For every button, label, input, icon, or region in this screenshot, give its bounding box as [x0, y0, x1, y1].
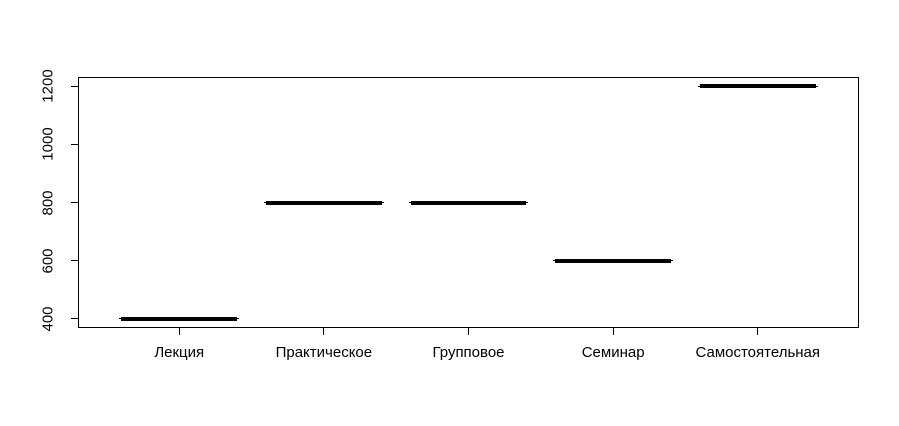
y-tick-label: 600	[39, 248, 57, 274]
y-tick-label: 1000	[39, 127, 57, 162]
y-tick-label: 400	[39, 306, 57, 332]
category-median-bar	[266, 200, 382, 205]
x-axis-tick	[178, 328, 180, 335]
x-axis-tick	[468, 328, 469, 335]
y-axis-tick	[71, 318, 78, 320]
y-tick-label: 1200	[39, 69, 57, 103]
x-tick-label: Групповое	[432, 344, 505, 361]
x-tick-label: Практическое	[275, 344, 373, 361]
category-median-bar	[699, 84, 816, 89]
x-axis-tick	[757, 328, 759, 335]
category-median-bar	[410, 200, 527, 205]
x-axis-tick	[612, 328, 614, 335]
category-median-bar	[121, 316, 238, 321]
y-tick-label: 800	[39, 189, 57, 216]
x-axis-tick	[323, 328, 325, 335]
plot-area	[78, 77, 859, 328]
category-median-bar	[555, 258, 671, 263]
x-tick-label: Самостоятельная	[695, 344, 821, 361]
y-axis-tick	[71, 85, 78, 87]
y-axis-tick	[71, 260, 78, 262]
y-axis-tick	[71, 143, 78, 145]
x-tick-label: Лекция	[154, 344, 205, 361]
y-axis-tick	[71, 202, 78, 203]
x-tick-label: Семинар	[581, 344, 645, 361]
